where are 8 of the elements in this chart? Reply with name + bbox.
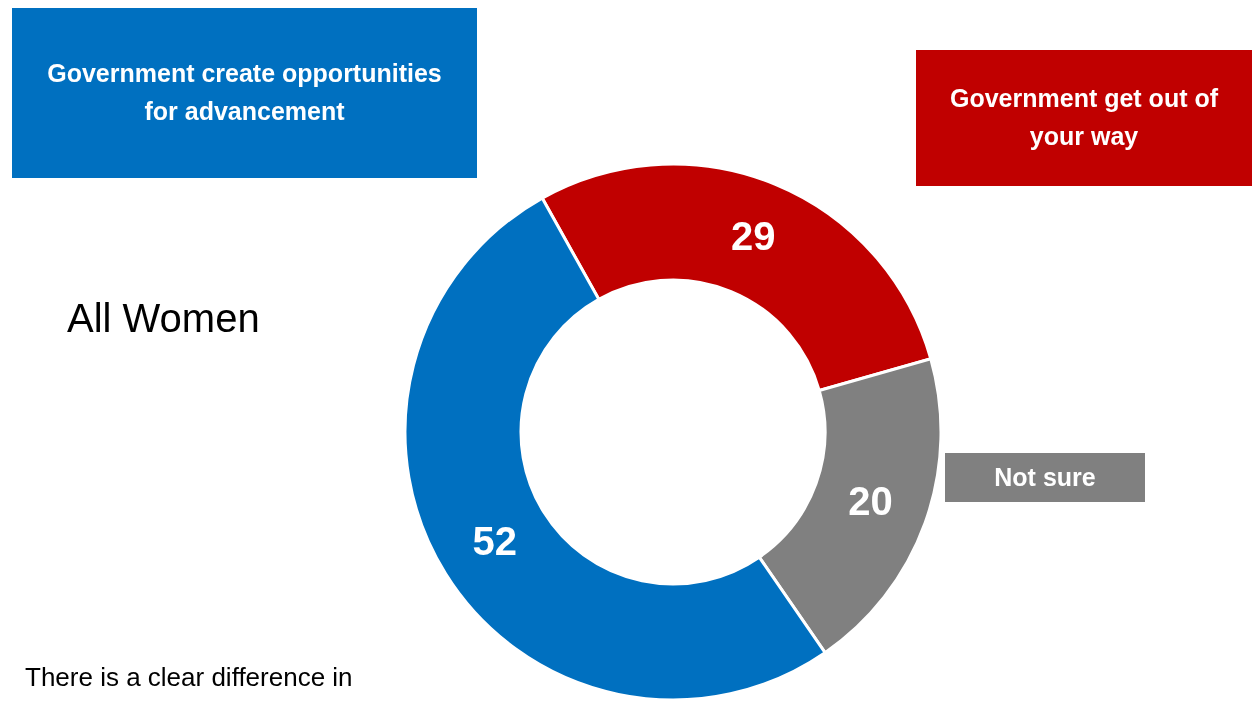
data-label: 29	[730, 213, 776, 258]
text: All Women	[67, 296, 260, 340]
text: There is a clear difference in	[25, 662, 353, 692]
data-label: 20	[848, 479, 893, 524]
slice-label: Government get out of your way	[949, 84, 1219, 150]
slice-label: Not sure	[994, 462, 1096, 491]
slice-label: Government create opportunities for advancement	[47, 59, 442, 125]
data-label: 52	[472, 518, 517, 563]
